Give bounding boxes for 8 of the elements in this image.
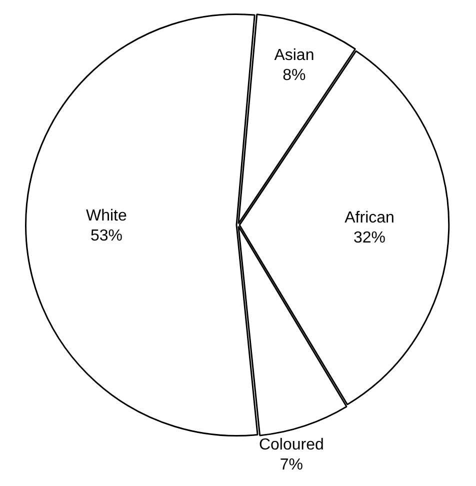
data-label: 53%: [90, 227, 122, 244]
data-label: 8%: [282, 66, 306, 84]
slice-label: African: [344, 210, 394, 227]
slice-label: Asian: [274, 46, 314, 64]
slice-label: Coloured: [258, 436, 324, 454]
data-label: 32%: [353, 230, 386, 247]
slice-label: White: [86, 207, 127, 224]
data-label: 7%: [280, 456, 303, 474]
